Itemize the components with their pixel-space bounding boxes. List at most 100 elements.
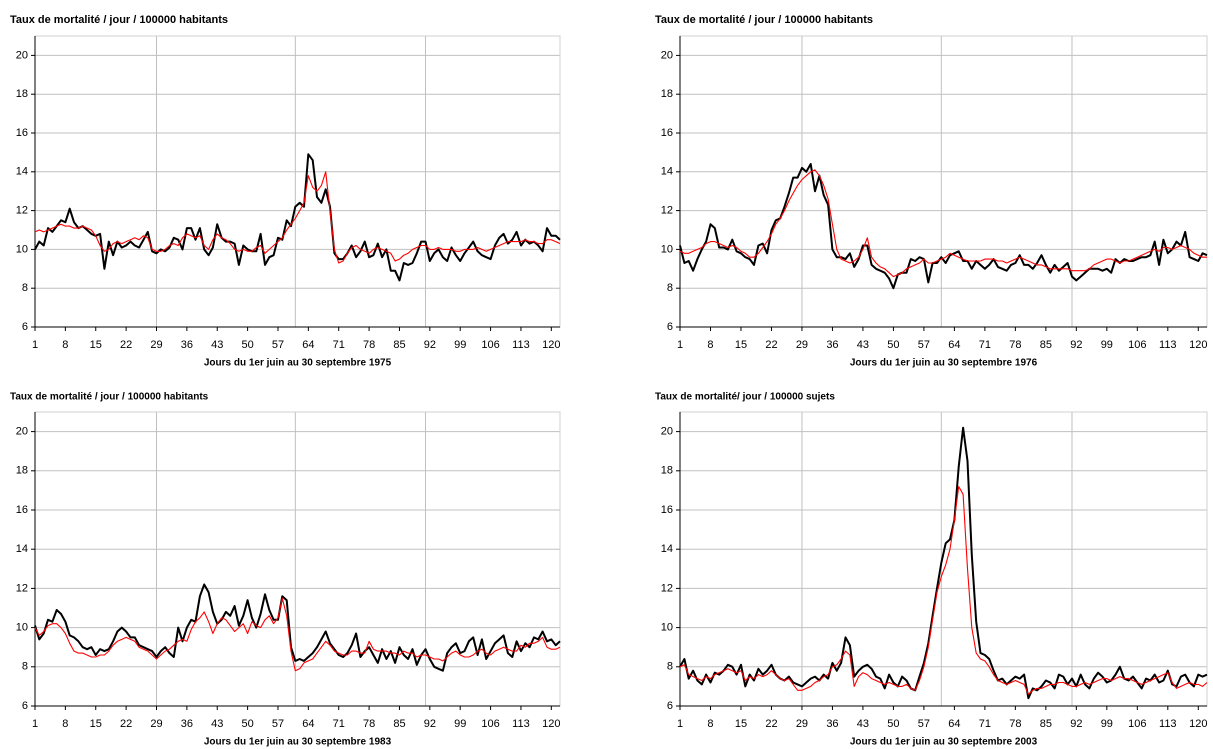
- y-tick-label: 20: [661, 426, 673, 438]
- x-tick-label: 78: [363, 339, 375, 351]
- y-tick-label: 14: [16, 543, 28, 555]
- x-tick-label: 92: [424, 339, 436, 351]
- x-tick-label: 22: [765, 718, 777, 730]
- series-line: [34, 597, 561, 672]
- x-tick-label: 43: [857, 718, 869, 730]
- chart-title: Taux de mortalité / jour / 100000 habita…: [10, 14, 228, 26]
- y-tick-label: 8: [22, 661, 28, 673]
- x-tick-label: 78: [363, 718, 375, 730]
- plot-frame: [34, 411, 561, 707]
- y-tick-label: 16: [661, 504, 673, 516]
- x-tick-label: 113: [512, 339, 530, 351]
- x-tick-label: 71: [979, 718, 991, 730]
- x-tick-label: 71: [979, 339, 991, 351]
- y-tick-label: 6: [667, 700, 673, 712]
- x-tick-label: 106: [481, 718, 499, 730]
- y-tick-label: 20: [16, 426, 28, 438]
- x-tick-label: 1: [32, 718, 38, 730]
- plot-frame: [34, 35, 561, 328]
- x-tick-label: 99: [454, 718, 466, 730]
- y-tick-label: 14: [661, 543, 673, 555]
- y-tick-label: 8: [22, 282, 28, 294]
- y-tick-label: 18: [661, 465, 673, 477]
- x-tick-label: 43: [857, 339, 869, 351]
- x-tick-label: 29: [150, 718, 162, 730]
- y-tick-label: 20: [16, 49, 28, 61]
- x-tick-label: 15: [90, 718, 102, 730]
- x-tick-label: 85: [393, 718, 405, 730]
- y-tick-label: 18: [661, 88, 673, 100]
- x-tick-label: 113: [1159, 718, 1177, 730]
- x-tick-label: 106: [1128, 339, 1146, 351]
- x-tick-label: 8: [707, 339, 713, 351]
- y-tick-label: 10: [16, 622, 28, 634]
- series-line: [34, 153, 561, 282]
- x-tick-label: 8: [707, 718, 713, 730]
- x-tick-label: 29: [150, 339, 162, 351]
- x-tick-label: 57: [272, 339, 284, 351]
- series-line: [679, 485, 1208, 695]
- x-tick-label: 8: [62, 339, 68, 351]
- plot-frame: [679, 35, 1208, 328]
- x-tick-label: 64: [302, 718, 314, 730]
- chart-title: Taux de mortalité / jour / 100000 habita…: [655, 14, 873, 26]
- x-tick-label: 85: [393, 339, 405, 351]
- x-tick-label: 120: [542, 718, 560, 730]
- x-tick-label: 78: [1009, 339, 1021, 351]
- y-tick-label: 12: [661, 582, 673, 594]
- y-tick-label: 12: [16, 582, 28, 594]
- x-tick-label: 85: [1040, 339, 1052, 351]
- x-tick-label: 1: [677, 339, 683, 351]
- x-tick-label: 92: [1070, 339, 1082, 351]
- x-tick-label: 36: [181, 718, 193, 730]
- x-tick-label: 120: [1189, 339, 1207, 351]
- x-tick-label: 36: [826, 718, 838, 730]
- x-tick-label: 113: [512, 718, 530, 730]
- x-tick-label: 36: [826, 339, 838, 351]
- x-tick-label: 43: [211, 339, 223, 351]
- x-tick-label: 36: [181, 339, 193, 351]
- x-axis-label: Jours du 1er juin au 30 septembre 1983: [204, 737, 392, 748]
- y-tick-label: 6: [22, 700, 28, 712]
- chart-title: Taux de mortalité / jour / 100000 habita…: [10, 392, 209, 403]
- series-line: [679, 169, 1207, 278]
- x-tick-label: 15: [735, 718, 747, 730]
- y-tick-label: 6: [22, 321, 28, 333]
- x-tick-label: 22: [120, 718, 132, 730]
- x-tick-label: 113: [1159, 339, 1177, 351]
- x-tick-label: 92: [424, 718, 436, 730]
- x-tick-label: 64: [948, 718, 960, 730]
- y-tick-label: 10: [661, 243, 673, 255]
- x-tick-label: 57: [918, 718, 930, 730]
- y-tick-label: 16: [16, 504, 28, 516]
- x-tick-label: 64: [302, 339, 314, 351]
- x-tick-label: 99: [454, 339, 466, 351]
- x-tick-label: 22: [765, 339, 777, 351]
- x-tick-label: 92: [1070, 718, 1082, 730]
- x-tick-label: 50: [887, 718, 899, 730]
- x-tick-label: 22: [120, 339, 132, 351]
- x-tick-label: 106: [1128, 718, 1146, 730]
- plot-frame: [679, 411, 1208, 707]
- x-tick-label: 29: [796, 339, 808, 351]
- x-tick-label: 15: [90, 339, 102, 351]
- x-tick-label: 85: [1040, 718, 1052, 730]
- x-tick-label: 8: [62, 718, 68, 730]
- y-tick-label: 12: [661, 205, 673, 217]
- x-axis-label: Jours du 1er juin au 30 septembre 1975: [204, 358, 392, 369]
- x-tick-label: 50: [887, 339, 899, 351]
- y-tick-label: 10: [661, 622, 673, 634]
- series-line: [679, 426, 1208, 700]
- y-tick-label: 8: [667, 282, 673, 294]
- x-tick-label: 43: [211, 718, 223, 730]
- x-tick-label: 106: [481, 339, 499, 351]
- x-tick-label: 78: [1009, 718, 1021, 730]
- x-axis-label: Jours du 1er juin au 30 septembre 1976: [850, 358, 1038, 369]
- x-tick-label: 50: [241, 718, 253, 730]
- x-tick-label: 50: [241, 339, 253, 351]
- y-tick-label: 14: [16, 166, 28, 178]
- y-tick-label: 12: [16, 205, 28, 217]
- x-tick-label: 1: [677, 718, 683, 730]
- y-tick-label: 8: [667, 661, 673, 673]
